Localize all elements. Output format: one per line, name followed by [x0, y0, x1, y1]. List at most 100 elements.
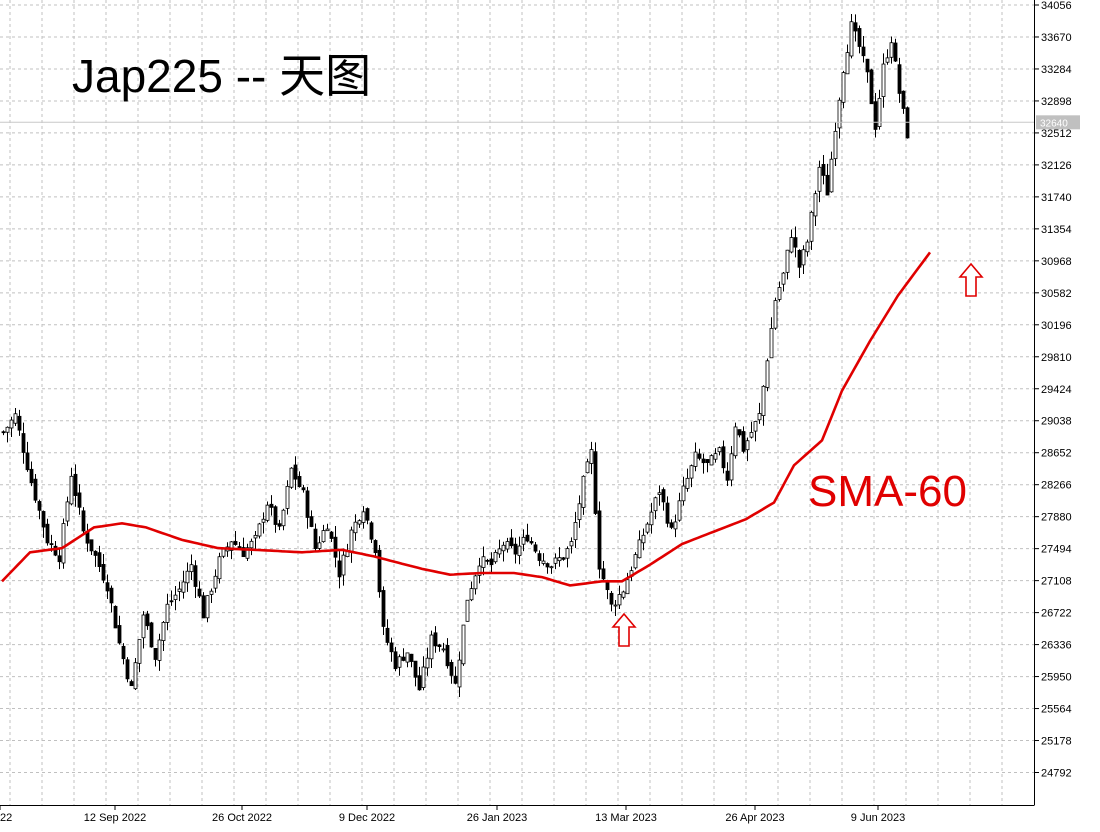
candle-body	[741, 431, 746, 452]
candle	[233, 530, 238, 546]
candle-body	[801, 249, 806, 266]
candle	[125, 657, 130, 683]
candle-body	[517, 545, 522, 557]
candle	[113, 605, 118, 629]
candle	[37, 499, 42, 520]
candle	[601, 561, 606, 580]
candle	[33, 474, 38, 503]
candle-body	[49, 543, 54, 546]
candle-body	[301, 487, 306, 491]
candle-body	[97, 552, 102, 568]
candle	[265, 501, 270, 523]
candle-body	[541, 560, 546, 564]
candle-body	[729, 453, 734, 481]
y-tick-label: 29810	[1041, 352, 1072, 364]
candle	[77, 484, 82, 515]
candle	[133, 658, 138, 690]
candle	[501, 541, 506, 562]
candle	[405, 652, 410, 668]
candle-body	[369, 522, 374, 540]
candle	[565, 546, 570, 568]
candle-body	[485, 559, 490, 562]
candle	[205, 595, 210, 623]
candle-body	[377, 549, 382, 593]
y-tick-label: 25564	[1041, 704, 1072, 716]
candle-body	[421, 666, 426, 688]
candle-body	[489, 558, 494, 566]
candle-body	[53, 545, 58, 556]
candle-body	[341, 554, 346, 576]
candle	[529, 537, 534, 545]
candle-body	[453, 675, 458, 684]
candle-body	[133, 662, 138, 690]
y-tick-label: 24792	[1041, 768, 1072, 780]
candle-body	[689, 465, 694, 479]
candle-body	[669, 522, 674, 528]
candle-body	[117, 625, 122, 644]
candle-body	[113, 605, 118, 629]
candle	[353, 514, 358, 541]
candle	[357, 519, 362, 528]
candle	[293, 456, 298, 490]
candle-body	[849, 21, 854, 57]
y-tick-label: 28652	[1041, 448, 1072, 460]
axes	[0, 0, 1035, 806]
candle	[849, 13, 854, 59]
candle-body	[161, 621, 166, 641]
candle	[633, 552, 638, 570]
y-tick-label: 32898	[1041, 96, 1072, 108]
candle-body	[701, 458, 706, 464]
candle	[709, 454, 714, 466]
x-tick-label: 26 Oct 2022	[212, 812, 272, 824]
candle	[745, 437, 750, 462]
y-tick-label: 26722	[1041, 608, 1072, 620]
candle-body	[793, 237, 798, 248]
candle	[877, 89, 882, 130]
y-tick-label: 30968	[1041, 256, 1072, 268]
candle-body	[641, 534, 646, 544]
candle-body	[13, 413, 18, 424]
candle	[845, 44, 850, 75]
x-tick-label: 9 Jun 2023	[851, 812, 905, 824]
x-tick-label: 9 Dec 2022	[339, 812, 395, 824]
candle-body	[877, 97, 882, 128]
candle	[165, 593, 170, 631]
candle	[581, 475, 586, 515]
candle	[617, 585, 622, 609]
candle-body	[173, 594, 178, 600]
y-tick-label: 28266	[1041, 480, 1072, 492]
candle-body	[125, 659, 130, 680]
candle-body	[693, 451, 698, 467]
candle	[261, 512, 266, 534]
candle-body	[41, 511, 46, 528]
candle	[137, 639, 142, 673]
candle-body	[873, 101, 878, 130]
candle-body	[625, 579, 630, 595]
y-tick-label: 32512	[1041, 128, 1072, 140]
candle	[105, 574, 110, 600]
candle	[201, 592, 206, 619]
candle-body	[761, 385, 766, 416]
candle	[533, 542, 538, 554]
candle-body	[405, 652, 410, 663]
candle	[521, 529, 526, 552]
candle	[681, 476, 686, 506]
candle-body	[361, 511, 366, 523]
candle	[305, 486, 310, 529]
candle	[317, 536, 322, 551]
candle-body	[213, 575, 218, 589]
candle-body	[21, 433, 26, 453]
candle	[637, 530, 642, 559]
candle	[589, 441, 594, 475]
y-tick-label: 30582	[1041, 288, 1072, 300]
candle-body	[269, 503, 274, 508]
up-arrow-icon	[611, 612, 637, 647]
candle	[861, 35, 866, 63]
candle	[93, 550, 98, 567]
candle	[301, 484, 306, 493]
candle-body	[557, 557, 562, 562]
candle-body	[905, 107, 910, 139]
candle-body	[721, 446, 726, 469]
candle-body	[157, 639, 162, 661]
